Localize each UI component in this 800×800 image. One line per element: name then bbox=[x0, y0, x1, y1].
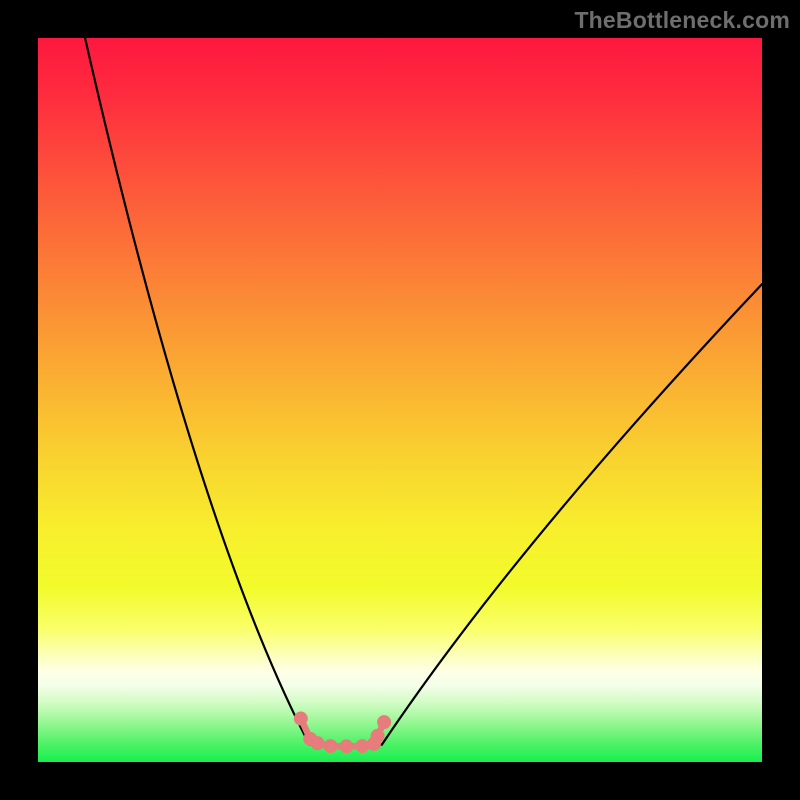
chart-container: TheBottleneck.com bbox=[0, 0, 800, 800]
gradient-background bbox=[38, 38, 762, 762]
data-point bbox=[311, 737, 324, 750]
data-point bbox=[340, 740, 353, 753]
bottleneck-chart-svg bbox=[38, 38, 762, 762]
data-point bbox=[356, 740, 369, 753]
data-point bbox=[378, 716, 391, 729]
plot-area bbox=[38, 38, 762, 762]
data-point bbox=[324, 740, 337, 753]
watermark-text: TheBottleneck.com bbox=[574, 7, 790, 34]
data-point bbox=[294, 712, 307, 725]
data-point bbox=[371, 729, 384, 742]
